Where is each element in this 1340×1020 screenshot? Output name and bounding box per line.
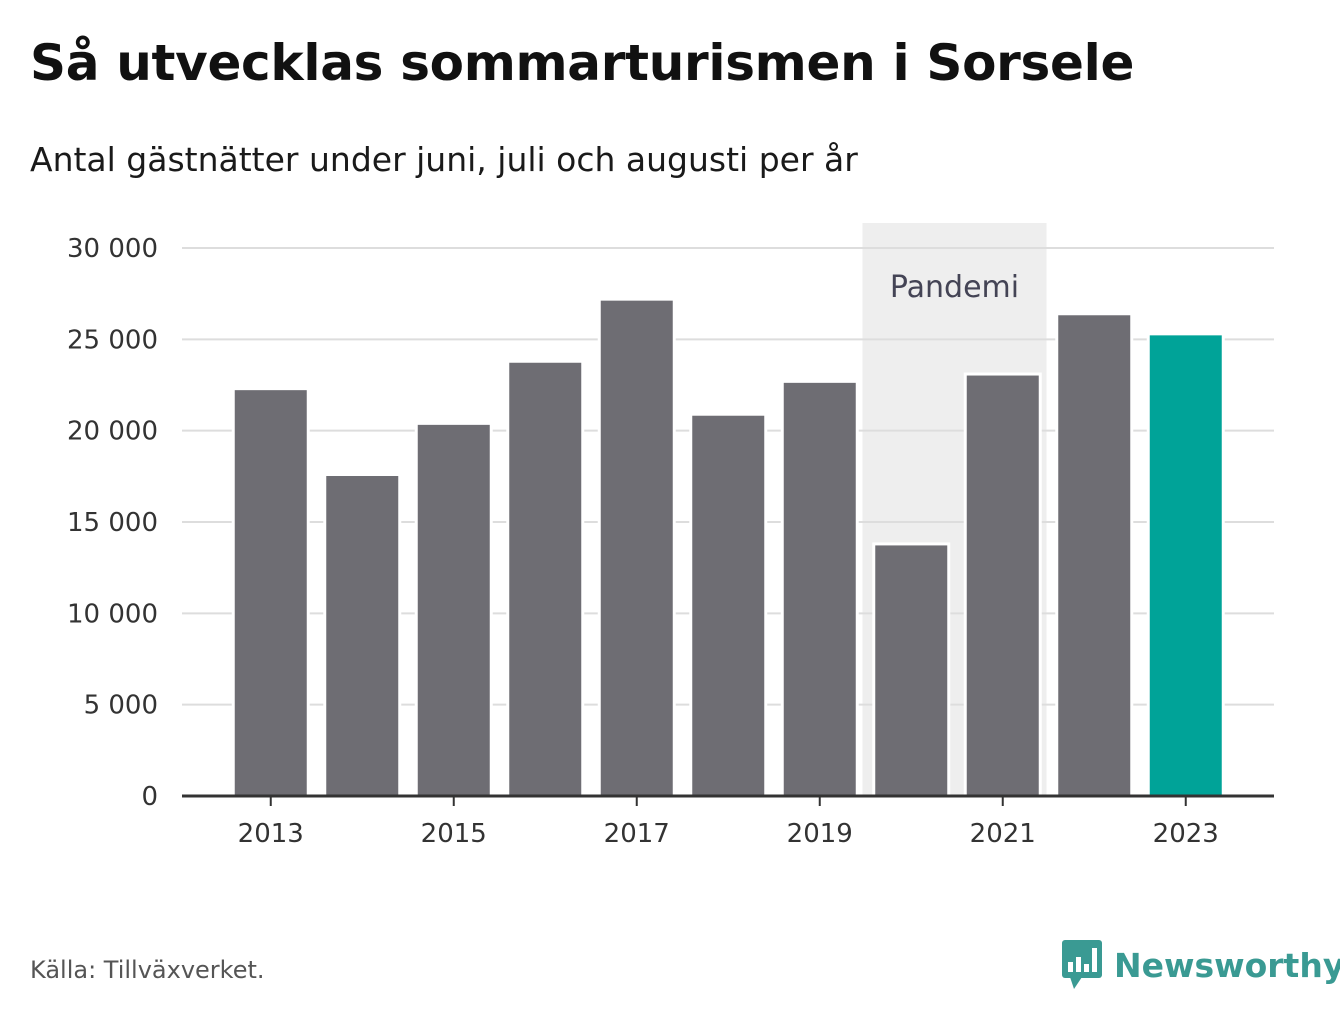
y-tick-label: 20 000 [67, 417, 158, 447]
bar-2013 [231, 387, 310, 798]
y-tick-label: 5 000 [84, 691, 158, 721]
bar-chart-speech-bubble-icon [1062, 940, 1102, 989]
bar-2016 [506, 359, 585, 798]
x-tick-label: 2013 [238, 819, 304, 849]
bar-2021 [963, 372, 1042, 798]
y-tick-label: 30 000 [67, 234, 158, 264]
brand-name: Newsworthy [1114, 945, 1340, 985]
bar-2022 [1055, 312, 1134, 798]
x-tick-label: 2017 [604, 819, 670, 849]
bar-2017 [597, 297, 676, 798]
x-tick-label: 2023 [1153, 819, 1219, 849]
annotation-label: Pandemi [890, 270, 1019, 305]
y-tick-label: 0 [141, 782, 158, 812]
x-tick-label: 2019 [787, 819, 853, 849]
bar-2023 [1146, 332, 1225, 798]
bar-2019 [780, 379, 859, 798]
y-tick-label: 10 000 [67, 599, 158, 629]
chart-subtitle: Antal gästnätter under juni, juli och au… [30, 140, 858, 179]
bar-2014 [323, 473, 402, 798]
bar-2018 [689, 412, 768, 798]
brand-logo: Newsworthy [1062, 940, 1340, 990]
y-tick-label: 15 000 [67, 508, 158, 538]
bar-2020 [872, 542, 951, 798]
bar-chart: Pandemi 0 5 000 10 000 15 000 20 000 25 000 30 … [67, 223, 1274, 849]
source-note: Källa: Tillväxverket. [30, 956, 265, 984]
chart-title: Så utvecklas sommarturismen i Sorsele [30, 34, 1135, 92]
x-tick-label: 2015 [421, 819, 487, 849]
y-tick-label: 25 000 [67, 325, 158, 355]
bar-2015 [414, 421, 493, 798]
x-tick-label: 2021 [970, 819, 1036, 849]
